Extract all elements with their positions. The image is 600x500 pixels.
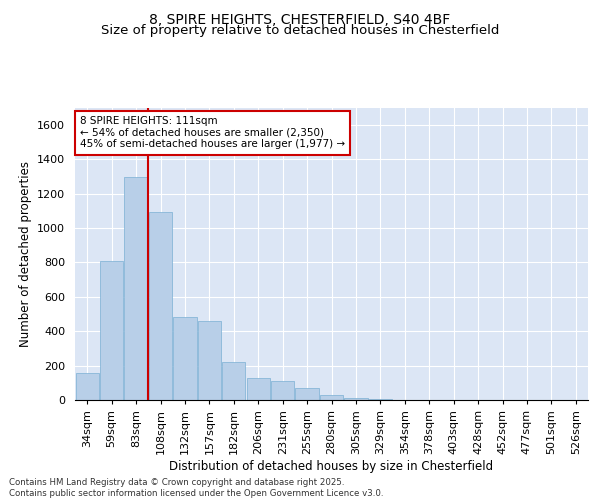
Bar bbox=[124, 177, 148, 400]
Bar bbox=[320, 395, 343, 400]
X-axis label: Distribution of detached houses by size in Chesterfield: Distribution of detached houses by size … bbox=[169, 460, 494, 472]
Bar bbox=[173, 318, 197, 400]
Bar bbox=[222, 362, 245, 400]
Text: Size of property relative to detached houses in Chesterfield: Size of property relative to detached ho… bbox=[101, 24, 499, 37]
Bar bbox=[198, 321, 221, 400]
Bar bbox=[247, 378, 270, 400]
Text: 8 SPIRE HEIGHTS: 111sqm
← 54% of detached houses are smaller (2,350)
45% of semi: 8 SPIRE HEIGHTS: 111sqm ← 54% of detache… bbox=[80, 116, 345, 150]
Y-axis label: Number of detached properties: Number of detached properties bbox=[19, 161, 32, 347]
Bar bbox=[271, 381, 294, 400]
Bar bbox=[100, 260, 123, 400]
Bar bbox=[344, 398, 368, 400]
Bar bbox=[295, 388, 319, 400]
Text: Contains HM Land Registry data © Crown copyright and database right 2025.
Contai: Contains HM Land Registry data © Crown c… bbox=[9, 478, 383, 498]
Bar bbox=[369, 399, 392, 400]
Bar bbox=[149, 212, 172, 400]
Bar bbox=[76, 374, 99, 400]
Text: 8, SPIRE HEIGHTS, CHESTERFIELD, S40 4BF: 8, SPIRE HEIGHTS, CHESTERFIELD, S40 4BF bbox=[149, 12, 451, 26]
